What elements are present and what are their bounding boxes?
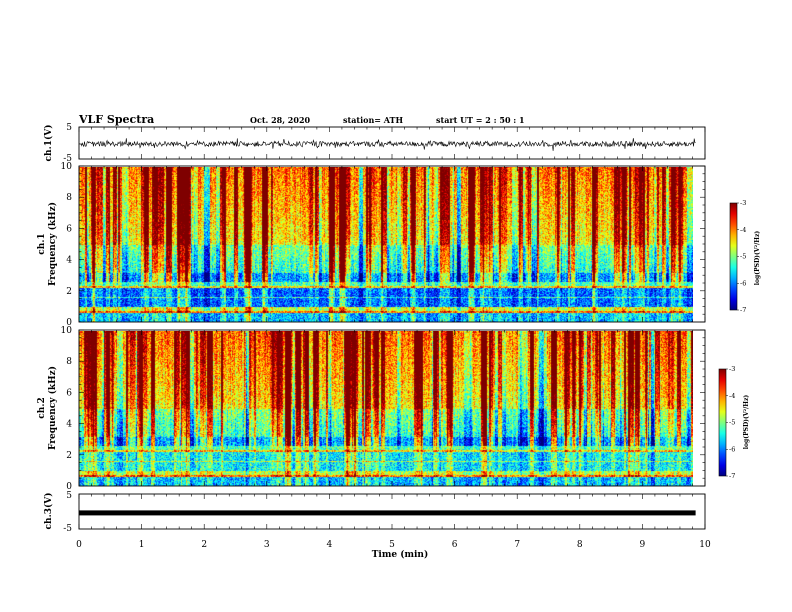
x-tick-label: 9 <box>640 540 646 550</box>
frequency-tick-label: 10 <box>61 162 73 172</box>
x-tick-label: 7 <box>514 540 520 550</box>
ch2-colorbar-label: log(PSD)(V²/Hz) <box>743 395 750 450</box>
ch1-spectrogram-image <box>79 167 693 322</box>
colorbar-tick-label: -6 <box>729 445 735 453</box>
ch1-ytick-bottom: -5 <box>63 154 72 164</box>
colorbar-tick-label: -7 <box>729 472 735 480</box>
ch2-spectrogram-panel: 0 2 4 6 8 10 ch.2 Frequency (kHz) <box>37 326 706 492</box>
ch3-waveform-trace <box>79 510 696 516</box>
ch2-spectrogram-image <box>79 331 693 486</box>
colorbar-tick-label: -3 <box>729 365 735 373</box>
colorbar-tick-label: -6 <box>740 279 746 287</box>
colorbar-tick-label: -4 <box>740 226 746 234</box>
x-tick-label: 8 <box>577 540 583 550</box>
frequency-tick-label: 10 <box>61 326 73 336</box>
x-axis-label: Time (min) <box>372 549 429 560</box>
ch2-colorbar: -3 -4 -5 -6 -7 log(PSD)(V²/Hz) <box>718 365 750 480</box>
ch1-colorbar: -3 -4 -5 -6 -7 log(PSD)(V²/Hz) <box>729 199 761 314</box>
ch3-ylabel: ch.3(V) <box>43 493 54 530</box>
frequency-tick-label: 4 <box>66 420 72 430</box>
frequency-tick-label: 2 <box>66 451 72 461</box>
ch1-ytick-top: 5 <box>66 123 72 133</box>
frequency-tick-label: 2 <box>66 287 72 297</box>
colorbar-tick-label: -3 <box>740 199 746 207</box>
x-tick-label: 5 <box>389 540 395 550</box>
frequency-tick-label: 8 <box>66 357 72 367</box>
header-station: station= ATH <box>343 115 403 125</box>
colorbar-tick-label: -5 <box>740 253 746 261</box>
x-tick-label: 1 <box>139 540 145 550</box>
ch1-waveform-panel: 5 -5 ch.1(V) <box>43 123 706 164</box>
ch1-spectrogram-ylabel: Frequency (kHz) <box>47 202 58 286</box>
ch3-waveform-panel: 5 -5 ch.3(V) <box>43 491 706 534</box>
ch1-colorbar-gradient <box>730 203 737 310</box>
frequency-tick-label: 8 <box>66 193 72 203</box>
x-tick-label: 3 <box>264 540 270 550</box>
header-date: Oct. 28, 2020 <box>250 115 311 125</box>
ch2-spectrogram-ylabel: Frequency (kHz) <box>47 366 58 450</box>
ch1-colorbar-label: log(PSD)(V²/Hz) <box>754 231 761 286</box>
colorbar-tick-label: -7 <box>740 306 746 314</box>
frequency-tick-label: 6 <box>66 224 72 234</box>
x-tick-label: 2 <box>201 540 207 550</box>
x-tick-label: 4 <box>327 540 333 550</box>
frequency-tick-label: 0 <box>66 318 72 328</box>
ch1-ylabel: ch.1(V) <box>43 125 54 162</box>
ch1-spectrogram-ylabel-channel: ch.1 <box>37 233 47 254</box>
x-tick-label: 10 <box>699 540 711 550</box>
frequency-tick-label: 0 <box>66 482 72 492</box>
figure-title: VLF Spectra <box>78 113 154 126</box>
time-axis: 0 1 2 3 4 5 6 7 8 9 10 <box>76 127 711 550</box>
x-tick-label: 6 <box>452 540 458 550</box>
frequency-tick-label: 4 <box>66 256 72 266</box>
ch3-ytick-bottom: -5 <box>63 524 72 534</box>
colorbar-tick-label: -5 <box>729 419 735 427</box>
ch2-colorbar-gradient <box>719 369 726 476</box>
header-start-time: start UT = 2 : 50 : 1 <box>436 115 525 125</box>
frequency-tick-label: 6 <box>66 388 72 398</box>
x-tick-label: 0 <box>76 540 82 550</box>
ch3-ytick-top: 5 <box>66 491 72 501</box>
ch1-spectrogram-panel: 0 2 4 6 8 10 ch.1 Frequency (kHz) <box>37 162 706 328</box>
ch1-waveform-line <box>78 138 696 151</box>
colorbar-tick-label: -4 <box>729 392 735 400</box>
ch2-spectrogram-ylabel-channel: ch.2 <box>37 397 47 418</box>
